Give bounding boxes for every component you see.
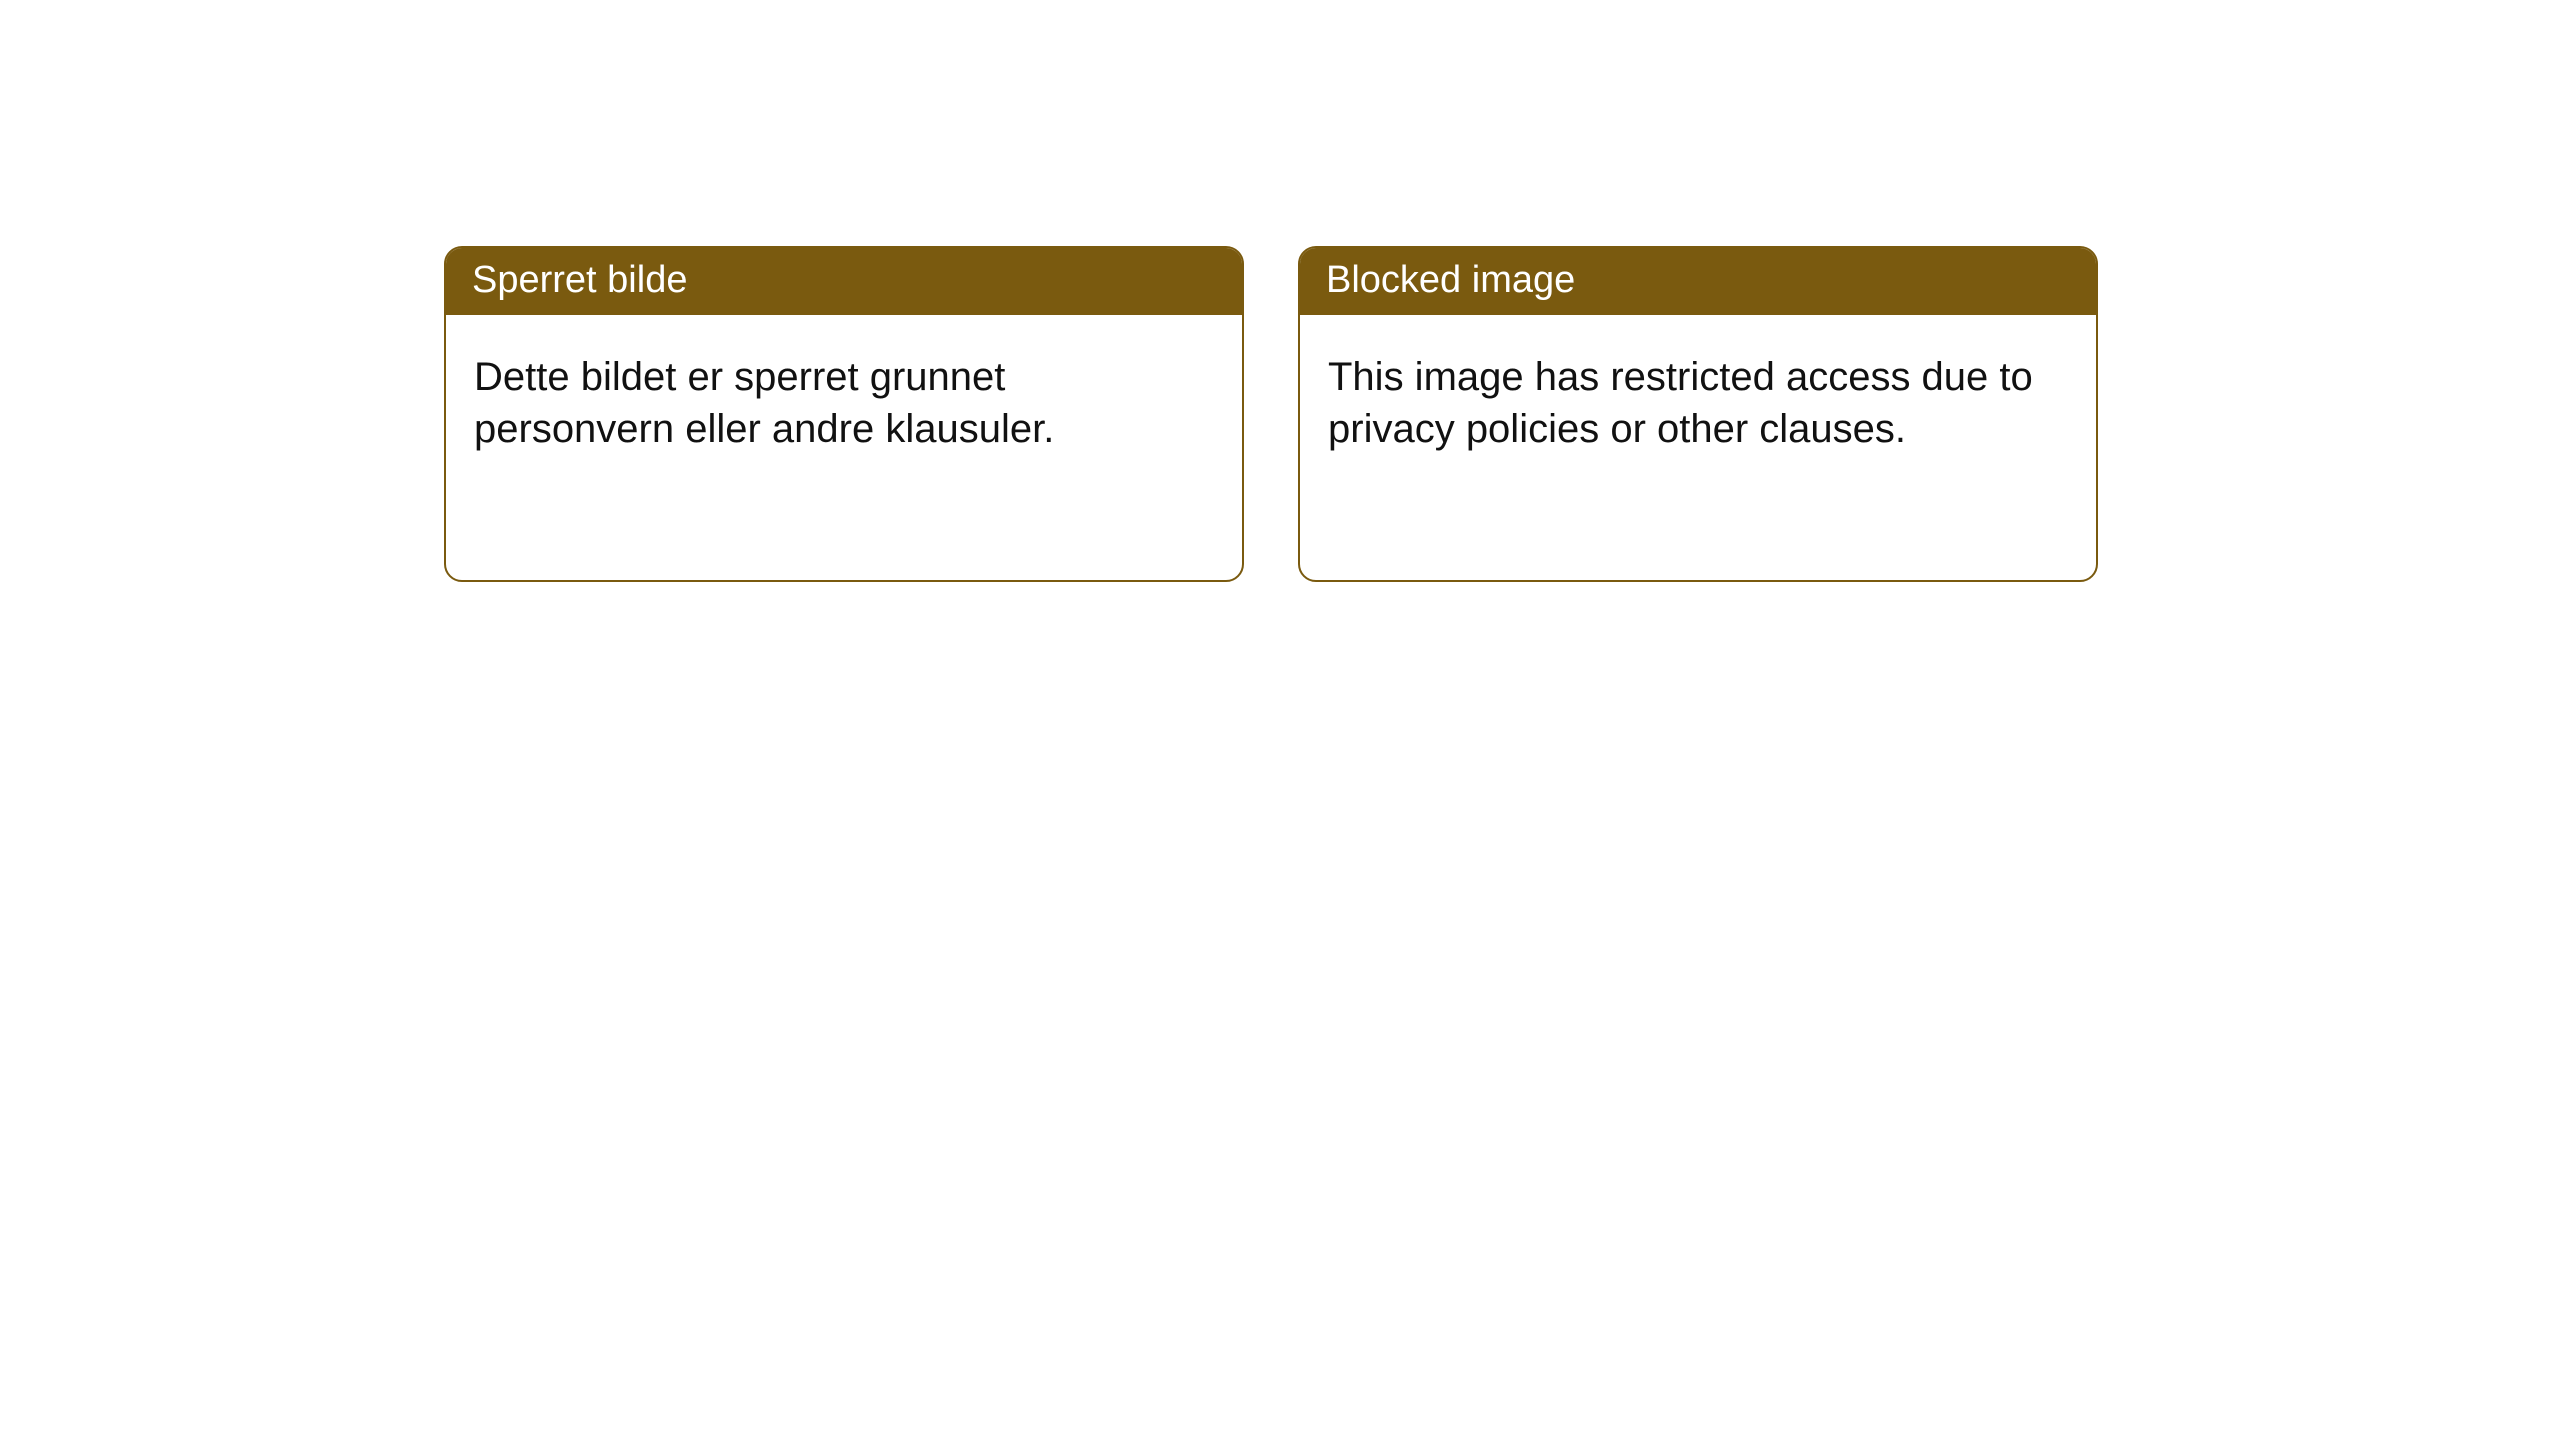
notice-header: Sperret bilde: [446, 248, 1242, 315]
notice-box-english: Blocked image This image has restricted …: [1298, 246, 2098, 582]
notice-container: Sperret bilde Dette bildet er sperret gr…: [444, 246, 2098, 582]
notice-box-norwegian: Sperret bilde Dette bildet er sperret gr…: [444, 246, 1244, 582]
notice-body: Dette bildet er sperret grunnet personve…: [446, 315, 1242, 491]
notice-header: Blocked image: [1300, 248, 2096, 315]
notice-body: This image has restricted access due to …: [1300, 315, 2096, 491]
